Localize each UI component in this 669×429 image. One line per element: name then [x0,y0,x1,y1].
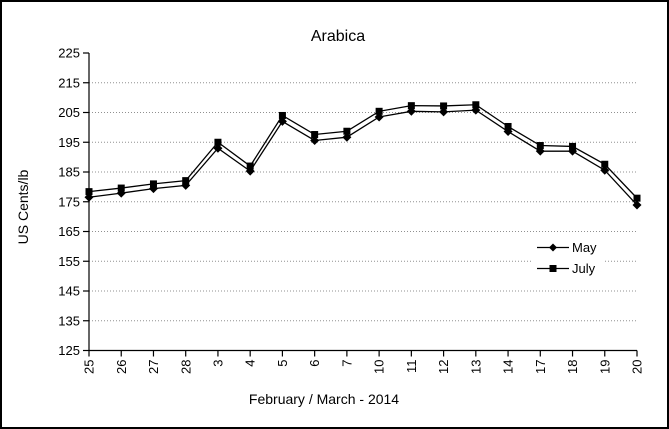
x-tick-label: 14 [501,360,516,374]
y-tick-label: 195 [58,135,80,150]
legend-label-may: May [572,240,597,255]
data-point-marker-july [569,142,577,150]
data-point-marker-july [472,101,480,109]
x-tick-label: 6 [307,360,322,367]
x-tick-label: 25 [82,360,97,374]
x-tick-label: 7 [339,360,354,367]
y-tick-label: 165 [58,224,80,239]
data-point-marker-july [117,184,125,192]
series-line-may [88,109,638,206]
y-tick-label: 225 [58,46,80,61]
data-point-marker-july [214,138,222,146]
data-point-marker-july [182,177,190,185]
x-tick-label: 19 [597,360,612,374]
data-point-marker-may [342,132,352,142]
y-tick-label: 155 [58,254,80,269]
x-tick-label: 3 [210,360,225,367]
x-axis-title: February / March - 2014 [248,391,400,407]
x-tick-label: 5 [275,360,290,367]
data-point-marker-july [246,162,254,170]
july-square-marker-icon [537,265,569,272]
x-tick-label: 10 [372,360,387,374]
legend-item-may: May [537,237,605,258]
x-tick-label: 4 [243,360,258,367]
x-tick-label: 12 [436,360,451,374]
chart-title: Arabica [310,28,366,45]
y-tick-label: 205 [58,105,80,120]
data-point-marker-july [311,131,319,139]
data-point-marker-july [278,111,286,119]
data-point-marker-july [633,194,641,202]
y-tick-label: 215 [58,75,80,90]
x-tick-label: 20 [630,360,645,374]
x-tick-label: 13 [468,360,483,374]
data-point-marker-july [149,180,157,188]
data-point-marker-july [601,160,609,168]
y-tick-label: 145 [58,284,80,299]
y-tick-label: 135 [58,313,80,328]
x-tick-label: 11 [404,360,419,374]
y-tick-label: 175 [58,194,80,209]
data-point-marker-july [375,107,383,115]
legend: May July [531,235,605,281]
x-tick-label: 17 [533,360,548,374]
y-tick-label: 185 [58,165,80,180]
may-diamond-marker-icon [537,243,569,252]
series-line-july [88,104,638,199]
x-tick-label: 18 [565,360,580,374]
y-tick-label: 125 [58,343,80,358]
data-point-marker-july [440,102,448,110]
data-point-marker-may [439,107,449,117]
data-point-marker-july [343,127,351,135]
data-point-marker-may [310,135,320,145]
x-tick-label: 28 [178,360,193,374]
data-point-marker-july [536,142,544,150]
data-point-marker-may [213,143,223,153]
data-point-marker-may [600,165,610,175]
data-point-marker-may [632,200,642,210]
legend-label-july: July [572,261,596,276]
data-point-marker-july [504,122,512,130]
y-axis-title: US Cents/lb [15,169,31,245]
x-tick-label: 27 [146,360,161,374]
x-tick-label: 26 [114,360,129,374]
data-point-marker-july [407,102,415,110]
data-point-marker-july [85,188,93,196]
legend-item-july: July [537,258,605,279]
